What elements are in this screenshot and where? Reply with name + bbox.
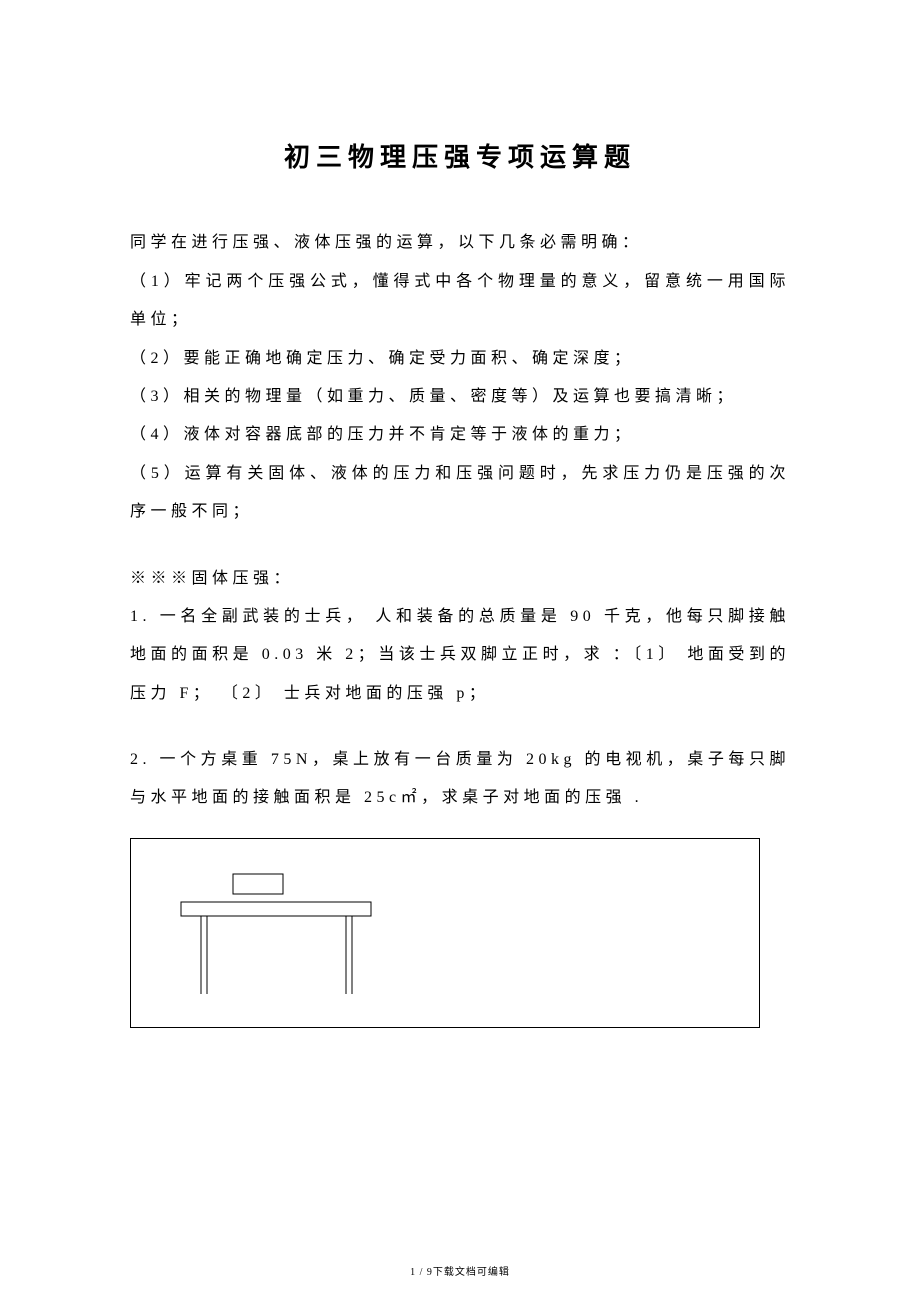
intro-paragraph: 同学在进行压强、液体压强的运算，以下几条必需明确：	[130, 224, 790, 262]
table-diagram-container	[130, 838, 760, 1028]
point-4: （4）液体对容器底部的压力并不肯定等于液体的重力；	[130, 416, 790, 454]
question-1: 1. 一名全副武装的士兵， 人和装备的总质量是 90 千克，他每只脚接触地面的面…	[130, 598, 790, 713]
page-footer: 1 / 9下载文档可编辑	[0, 1263, 920, 1278]
question-2: 2. 一个方桌重 75N，桌上放有一台质量为 20kg 的电视机，桌子每只脚与水…	[130, 741, 790, 818]
point-5: （5）运算有关固体、液体的压力和压强问题时，先求压力仍是压强的次序一般不同；	[130, 455, 790, 532]
point-3: （3）相关的物理量（如重力、质量、密度等）及运算也要搞清晰；	[130, 378, 790, 416]
table-diagram	[161, 864, 391, 1014]
point-1: （1）牢记两个压强公式，懂得式中各个物理量的意义，留意统一用国际单位；	[130, 263, 790, 340]
document-page: 初三物理压强专项运算题 同学在进行压强、液体压强的运算，以下几条必需明确： （1…	[0, 0, 920, 1303]
table-top-rect	[181, 902, 371, 916]
page-title: 初三物理压强专项运算题	[130, 137, 790, 174]
point-2: （2）要能正确地确定压力、确定受力面积、确定深度；	[130, 340, 790, 378]
section-header: ※※※固体压强：	[130, 560, 790, 598]
tv-rect	[233, 874, 283, 894]
